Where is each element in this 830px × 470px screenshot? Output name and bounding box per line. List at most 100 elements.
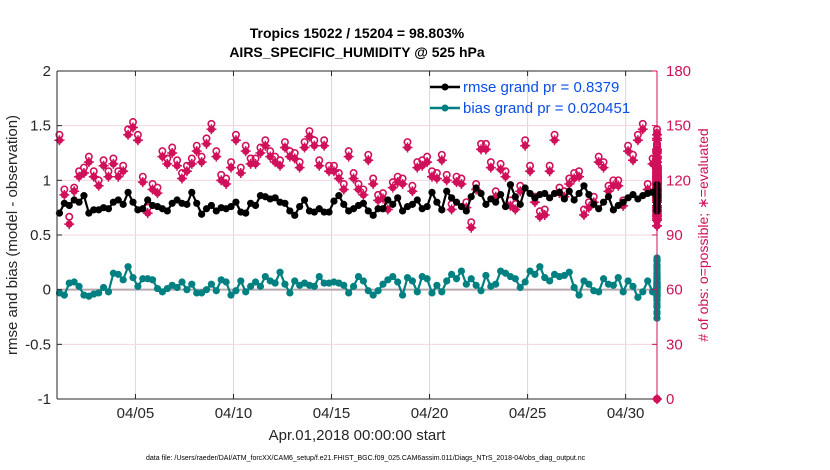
obs-evaluated-point	[441, 175, 452, 186]
bias-point	[609, 281, 617, 289]
bias-point	[178, 278, 186, 286]
obs-evaluated-star	[167, 148, 178, 158]
rmse-point	[296, 202, 304, 211]
rmse-point	[590, 200, 598, 208]
bias-point	[624, 277, 632, 285]
obs-evaluated-point	[88, 171, 99, 182]
obs-evaluated-point	[593, 157, 604, 168]
y2-tick-label: 30	[666, 336, 683, 353]
obs-evaluated-point	[304, 131, 315, 142]
bias-point	[124, 263, 132, 271]
obs-evaluated-star	[98, 160, 109, 171]
rmse-point	[477, 189, 485, 198]
obs-evaluated-point	[221, 178, 232, 189]
bias-point	[452, 275, 461, 283]
obs-evaluated-point	[289, 153, 300, 164]
obs-evaluated-point	[343, 151, 354, 162]
obs-evaluated-star	[59, 189, 70, 200]
bias-point	[438, 288, 446, 296]
obs-evaluated-star	[142, 208, 153, 219]
rmse-point	[129, 198, 137, 206]
rmse-point	[443, 187, 451, 195]
bias-point	[614, 274, 622, 282]
obs-evaluated-star	[186, 158, 197, 169]
rmse-point	[511, 193, 519, 201]
rmse-point	[619, 198, 627, 206]
bias-point	[315, 272, 323, 281]
bias-point	[349, 282, 358, 290]
obs-evaluated-point	[157, 151, 168, 162]
rmse-point	[580, 182, 588, 190]
obs-evaluated-point	[627, 155, 638, 166]
legend-bias-marker	[441, 104, 449, 112]
rmse-point	[55, 209, 64, 217]
obs-evaluated-star	[578, 209, 589, 220]
y-tick-label: 0	[43, 282, 51, 299]
rmse-point	[452, 198, 461, 206]
y2-tick-label: 60	[666, 282, 683, 299]
obs-evaluated-point	[147, 184, 158, 195]
y-tick-label: -0.5	[25, 336, 51, 353]
obs-evaluated-point	[137, 177, 148, 188]
obs-evaluated-point	[78, 168, 89, 179]
rmse-point	[438, 206, 446, 214]
bias-point	[359, 277, 367, 285]
legend-rmse-label: rmse grand pr = 0.8379	[463, 79, 619, 96]
rmse-point	[521, 184, 529, 192]
obs-evaluated-star	[314, 160, 325, 171]
obs-evaluated-star	[495, 164, 506, 175]
obs-possible-point	[65, 212, 74, 221]
bias-point	[261, 272, 269, 281]
obs-evaluated-star	[132, 135, 143, 146]
obs-evaluated-point	[181, 166, 192, 177]
obs-evaluated-star	[113, 171, 124, 182]
x-tick-label: 04/05	[117, 405, 155, 422]
obs-evaluated-star	[338, 184, 349, 195]
bias-point	[374, 287, 382, 295]
obs-evaluated-star	[422, 157, 433, 168]
rmse-point	[114, 196, 122, 204]
bias-point	[247, 282, 255, 290]
obs-evaluated-star	[593, 157, 604, 168]
obs-evaluated-point	[123, 129, 134, 140]
rmse-point	[609, 206, 617, 214]
obs-evaluated-star	[69, 186, 80, 197]
rmse-point	[207, 201, 216, 210]
obs-evaluated-point	[167, 148, 178, 158]
rmse-point	[462, 207, 470, 215]
rmse-point	[286, 207, 294, 215]
rmse-point	[408, 200, 416, 208]
bias-point	[565, 268, 573, 276]
rmse-point	[271, 194, 279, 202]
y2-tick-label: 90	[666, 227, 683, 244]
obs-evaluated-star	[637, 124, 648, 135]
bias-point	[389, 272, 397, 281]
rmse-point	[595, 205, 603, 213]
obs-evaluated-star	[446, 204, 457, 215]
obs-evaluated-star	[255, 148, 266, 158]
rmse-point	[467, 193, 475, 201]
rmse-point	[335, 192, 343, 200]
rmse-point	[75, 198, 83, 206]
rmse-point	[232, 198, 240, 206]
bias-point	[634, 293, 642, 301]
obs-evaluated-point	[152, 188, 163, 199]
obs-evaluated-point	[368, 178, 379, 189]
bias-point	[398, 291, 407, 299]
bias-point	[619, 288, 627, 296]
obs-evaluated-point	[226, 162, 237, 173]
rmse-point	[546, 194, 554, 202]
rmse-point	[565, 187, 573, 195]
obs-evaluated-point	[422, 157, 433, 168]
obs-evaluated-point	[265, 151, 276, 162]
obs-evaluated-star	[549, 135, 560, 146]
bias-point	[188, 280, 196, 288]
rmse-point	[330, 197, 338, 205]
rmse-point	[227, 202, 235, 211]
bias-point	[482, 271, 490, 280]
obs-evaluated-point	[240, 146, 251, 157]
obs-evaluated-star	[78, 168, 89, 179]
obs-evaluated-star	[289, 153, 300, 164]
obs-evaluated-point	[294, 162, 305, 173]
